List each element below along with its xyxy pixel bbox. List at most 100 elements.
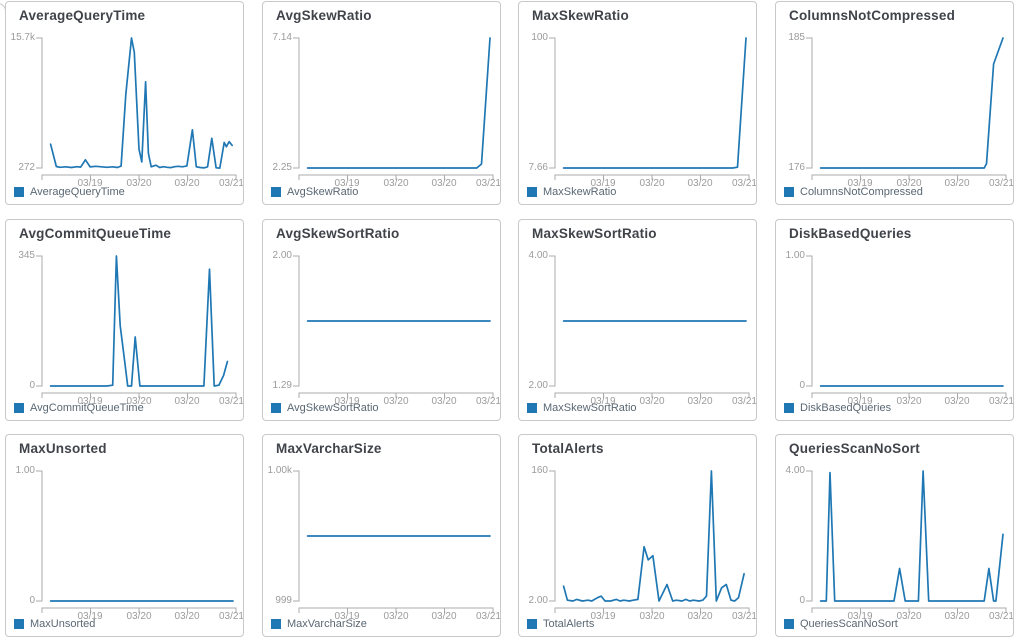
- x-axis-tick-label: 03/21: [475, 396, 501, 407]
- x-axis-tick-label: 03/20: [896, 611, 922, 622]
- metric-panel[interactable]: TotalAlerts 160 2.00 03/19 03/20 03/20 0…: [518, 434, 757, 637]
- metric-panel[interactable]: ColumnsNotCompressed 185 176 03/19 03/20…: [775, 1, 1014, 205]
- legend-color-swatch: [271, 187, 281, 197]
- x-axis-tick-label: 03/20: [687, 396, 713, 407]
- x-axis-tick-label: 03/20: [431, 396, 457, 407]
- y-axis-min-label: 2.00: [528, 380, 548, 391]
- legend-item[interactable]: MaxVarcharSize: [271, 618, 367, 630]
- metric-panel[interactable]: AverageQueryTime 15.7k 272 03/19 03/20 0…: [5, 1, 244, 205]
- legend-item[interactable]: MaxSkewSortRatio: [527, 402, 637, 414]
- legend-color-swatch: [527, 403, 537, 413]
- metric-panel[interactable]: MaxSkewSortRatio 4.00 2.00 03/19 03/20 0…: [518, 219, 757, 421]
- x-axis-tick-label: 03/21: [731, 611, 757, 622]
- x-axis-tick-label: 03/19: [847, 611, 873, 622]
- line-chart[interactable]: [263, 220, 501, 410]
- x-axis-tick-label: 03/19: [590, 396, 616, 407]
- legend-item[interactable]: TotalAlerts: [527, 618, 594, 630]
- legend-label: AvgCommitQueueTime: [30, 402, 144, 414]
- x-axis-tick-label: 03/20: [944, 178, 970, 189]
- y-axis-max-label: 345: [18, 250, 35, 261]
- x-axis-tick-label: 03/21: [475, 611, 501, 622]
- line-chart[interactable]: [6, 2, 244, 192]
- x-axis-tick-label: 03/19: [590, 178, 616, 189]
- line-chart[interactable]: [519, 220, 757, 410]
- legend-label: MaxSkewRatio: [543, 186, 617, 198]
- y-axis-max-label: 1.00: [785, 250, 805, 261]
- metric-panel[interactable]: MaxVarcharSize 1.00k 999 03/19 03/20 03/…: [262, 434, 501, 637]
- legend-label: DiskBasedQueries: [800, 402, 892, 414]
- y-axis-max-label: 1.00: [15, 465, 35, 476]
- x-axis-tick-label: 03/20: [431, 178, 457, 189]
- line-chart[interactable]: [6, 220, 244, 410]
- x-axis-tick-label: 03/21: [475, 178, 501, 189]
- y-axis-min-label: 0: [799, 380, 805, 391]
- legend-item[interactable]: MaxUnsorted: [14, 618, 95, 630]
- line-chart[interactable]: [6, 435, 244, 625]
- x-axis-tick-label: 03/19: [77, 396, 103, 407]
- x-axis-tick-label: 03/20: [174, 396, 200, 407]
- x-axis-tick-label: 03/21: [218, 396, 244, 407]
- panel-title: MaxUnsorted: [19, 441, 107, 456]
- x-axis-tick-label: 03/21: [731, 396, 757, 407]
- y-axis-min-label: 7.66: [528, 162, 548, 173]
- legend-item[interactable]: QueriesScanNoSort: [784, 618, 898, 630]
- y-axis-max-label: 4.00: [785, 465, 805, 476]
- line-chart[interactable]: [519, 435, 757, 625]
- legend-color-swatch: [14, 403, 24, 413]
- metric-panel[interactable]: QueriesScanNoSort 4.00 0 03/19 03/20 03/…: [775, 434, 1014, 637]
- x-axis-tick-label: 03/20: [639, 396, 665, 407]
- legend-item[interactable]: DiskBasedQueries: [784, 402, 891, 414]
- legend-color-swatch: [784, 619, 794, 629]
- x-axis-tick-label: 03/20: [174, 178, 200, 189]
- line-chart[interactable]: [776, 220, 1014, 410]
- line-chart[interactable]: [263, 435, 501, 625]
- legend-color-swatch: [527, 619, 537, 629]
- y-axis-min-label: 0: [29, 380, 35, 391]
- metric-panel[interactable]: MaxUnsorted 1.00 0 03/19 03/20 03/20 03/…: [5, 434, 244, 637]
- legend-item[interactable]: ColumnsNotCompressed: [784, 186, 923, 198]
- legend-item[interactable]: MaxSkewRatio: [527, 186, 616, 198]
- legend-color-swatch: [784, 403, 794, 413]
- y-axis-min-label: 0: [799, 595, 805, 606]
- legend-label: MaxSkewSortRatio: [543, 402, 637, 414]
- panel-title: AvgCommitQueueTime: [19, 226, 172, 241]
- x-axis-tick-label: 03/20: [896, 396, 922, 407]
- metric-panel[interactable]: AvgSkewRatio 7.14 2.25 03/19 03/20 03/20…: [262, 1, 501, 205]
- metric-panel[interactable]: AvgSkewSortRatio 2.00 1.29 03/19 03/20 0…: [262, 219, 501, 421]
- metric-panel[interactable]: MaxSkewRatio 100 7.66 03/19 03/20 03/20 …: [518, 1, 757, 205]
- panel-title: QueriesScanNoSort: [789, 441, 920, 456]
- metric-panel[interactable]: AvgCommitQueueTime 345 0 03/19 03/20 03/…: [5, 219, 244, 421]
- line-chart[interactable]: [263, 2, 501, 192]
- x-axis-tick-label: 03/21: [218, 611, 244, 622]
- x-axis-tick-label: 03/20: [687, 611, 713, 622]
- x-axis-tick-label: 03/20: [383, 611, 409, 622]
- legend-color-swatch: [14, 187, 24, 197]
- legend-color-swatch: [527, 187, 537, 197]
- legend-item[interactable]: AvgCommitQueueTime: [14, 402, 144, 414]
- x-axis-tick-label: 03/20: [174, 611, 200, 622]
- y-axis-min-label: 272: [18, 162, 35, 173]
- x-axis-tick-label: 03/21: [988, 178, 1014, 189]
- legend-color-swatch: [271, 619, 281, 629]
- line-chart[interactable]: [519, 2, 757, 192]
- y-axis-min-label: 176: [788, 162, 805, 173]
- legend-item[interactable]: AverageQueryTime: [14, 186, 125, 198]
- x-axis-tick-label: 03/19: [77, 611, 103, 622]
- x-axis-tick-label: 03/19: [334, 396, 360, 407]
- panel-title: MaxSkewSortRatio: [532, 226, 657, 241]
- metric-panel[interactable]: DiskBasedQueries 1.00 0 03/19 03/20 03/2…: [775, 219, 1014, 421]
- y-axis-max-label: 2.00: [272, 250, 292, 261]
- legend-label: AverageQueryTime: [30, 186, 125, 198]
- legend-label: QueriesScanNoSort: [800, 618, 898, 630]
- legend-item[interactable]: AvgSkewSortRatio: [271, 402, 379, 414]
- y-axis-min-label: 999: [275, 595, 292, 606]
- x-axis-tick-label: 03/19: [334, 178, 360, 189]
- line-chart[interactable]: [776, 435, 1014, 625]
- legend-label: AvgSkewRatio: [287, 186, 359, 198]
- line-chart[interactable]: [776, 2, 1014, 192]
- panel-title: ColumnsNotCompressed: [789, 8, 956, 23]
- y-axis-max-label: 15.7k: [10, 32, 35, 43]
- legend-item[interactable]: AvgSkewRatio: [271, 186, 358, 198]
- y-axis-max-label: 185: [788, 32, 805, 43]
- x-axis-tick-label: 03/19: [334, 611, 360, 622]
